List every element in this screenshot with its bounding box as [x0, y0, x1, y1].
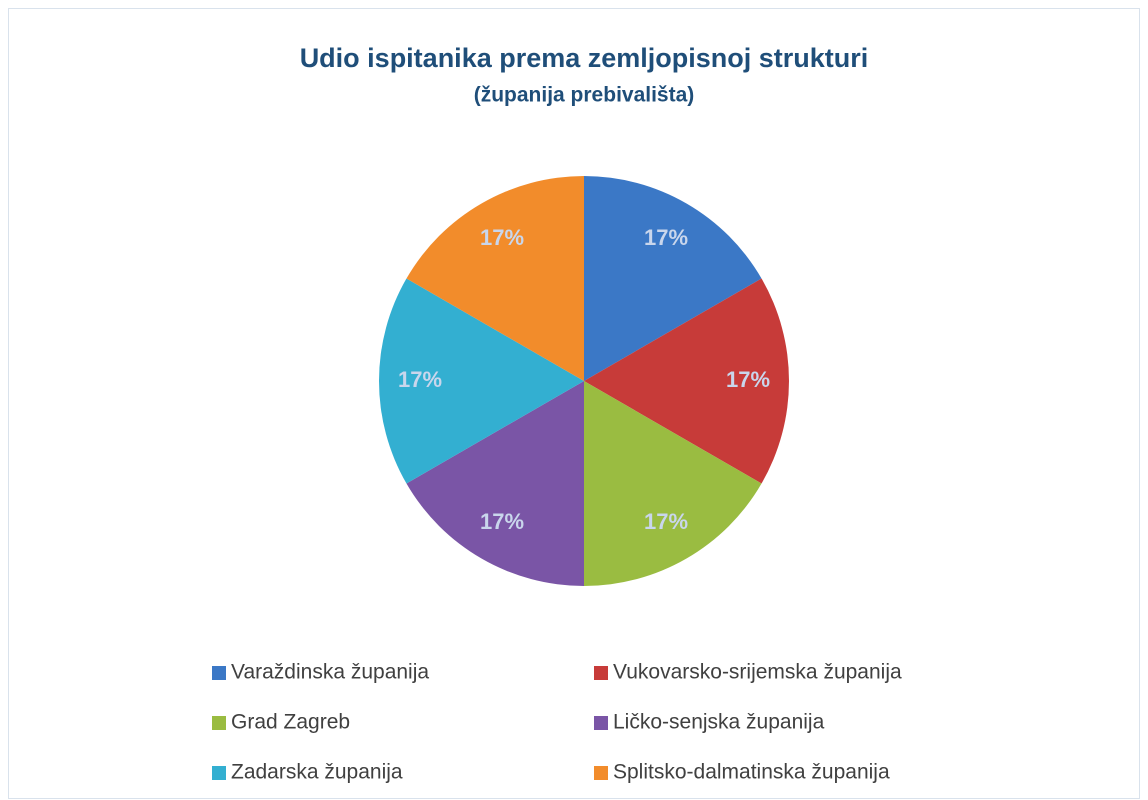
- legend-swatch: [212, 716, 226, 730]
- pie-slice: [584, 278, 789, 484]
- legend-label: Vukovarsko-srijemska županija: [613, 661, 902, 684]
- data-label: 17%: [398, 367, 442, 392]
- pie-slice: [584, 176, 762, 381]
- legend-swatch: [594, 666, 608, 680]
- chart-subtitle: (županija prebivališta): [474, 84, 695, 107]
- legend-label: Ličko-senjska županija: [613, 711, 825, 734]
- data-label: 17%: [644, 225, 688, 250]
- legend-label: Splitsko-dalmatinska županija: [613, 761, 890, 784]
- legend-swatch: [212, 666, 226, 680]
- pie-slice: [406, 381, 584, 586]
- data-label: 17%: [480, 509, 524, 534]
- data-label: 17%: [480, 225, 524, 250]
- legend-swatch: [212, 766, 226, 780]
- pie-slice: [406, 176, 584, 381]
- data-label: 17%: [726, 367, 770, 392]
- data-label: 17%: [644, 509, 688, 534]
- legend-label: Varaždinska županija: [231, 661, 429, 684]
- pie-slice: [584, 381, 762, 586]
- legend-swatch: [594, 716, 608, 730]
- pie-slice: [379, 278, 584, 484]
- legend-label: Grad Zagreb: [231, 711, 350, 734]
- legend-label: Zadarska županija: [231, 761, 403, 784]
- legend-swatch: [594, 766, 608, 780]
- chart-title: Udio ispitanika prema zemljopisnoj struk…: [300, 43, 869, 73]
